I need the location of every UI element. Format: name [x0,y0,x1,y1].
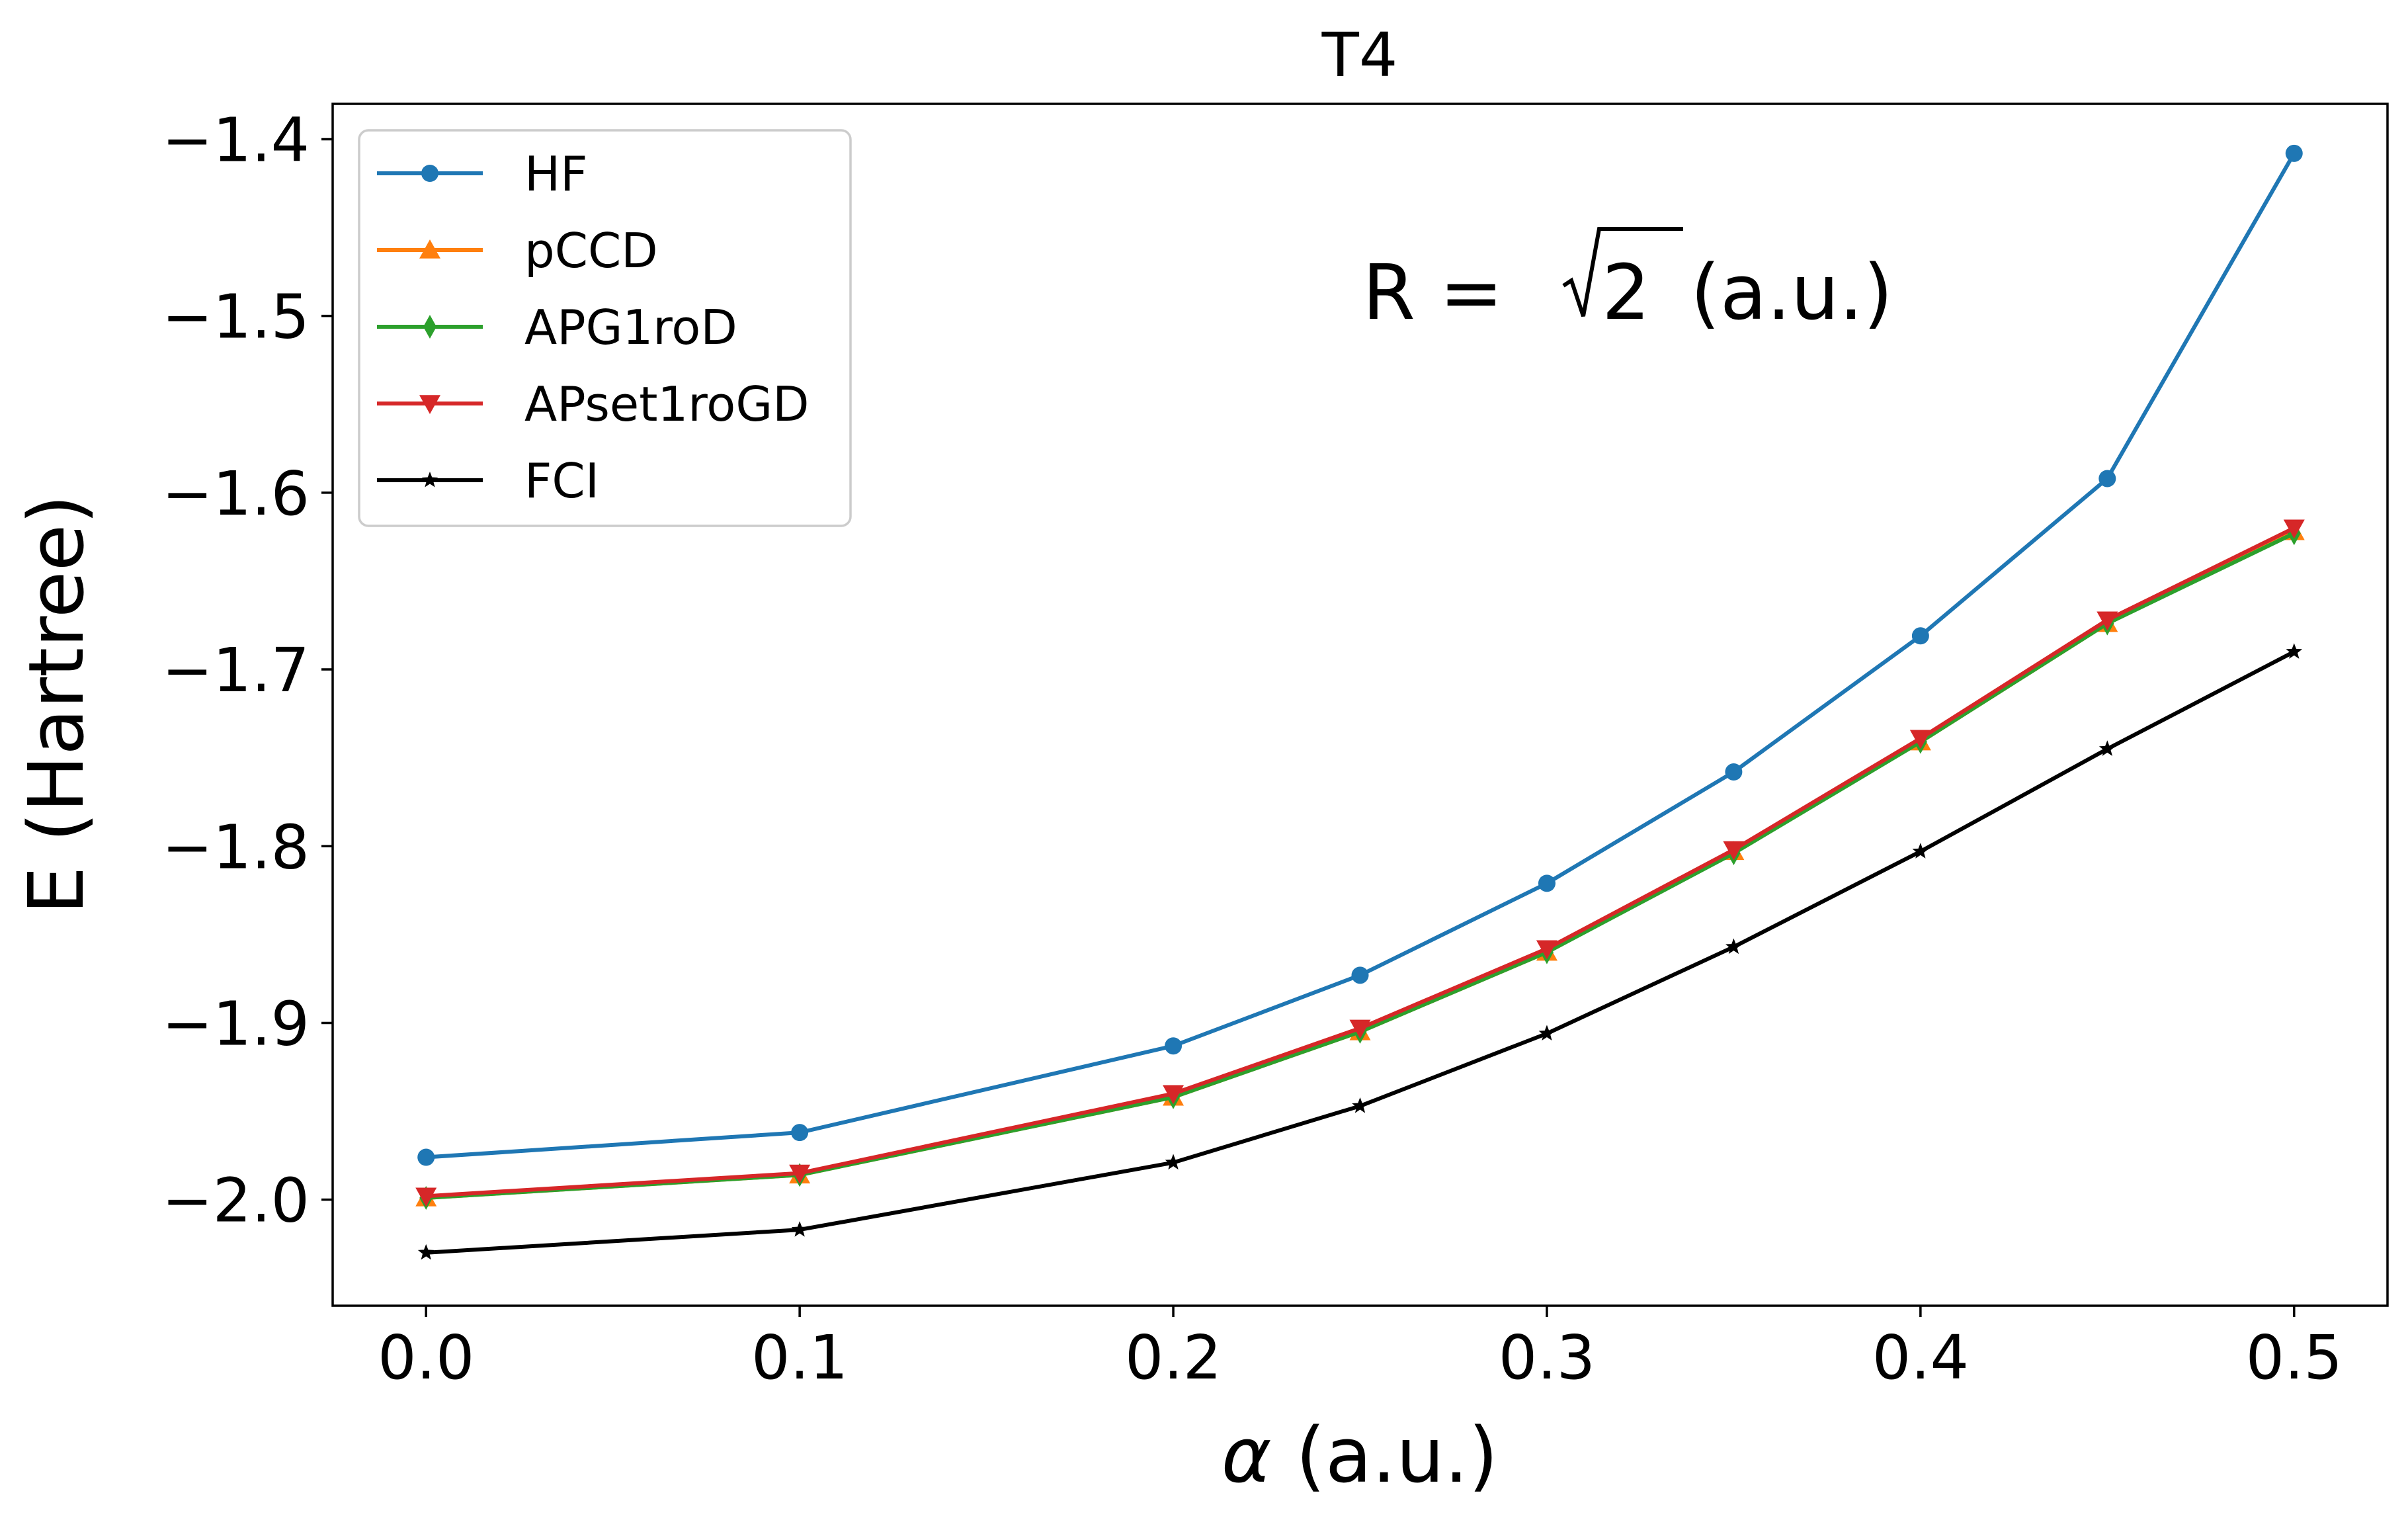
data-point-hf [1911,627,1929,645]
legend-label: APset1roGD [524,376,810,432]
legend-label: pCCD [524,223,658,278]
legend-marker [419,395,440,414]
data-point-hf [2285,144,2303,162]
data-point-fci [1912,843,1929,859]
series-line-apset1rogd [424,525,2297,1199]
x-axis-label: α (a.u.) [1222,1412,1499,1500]
x-axis: 0.0 0.1 0.2 0.3 0.4 0.5 [378,1306,2343,1393]
annotation-suffix: (a.u.) [1690,249,1893,337]
data-point-hf [1538,874,1556,892]
data-point-hf [1165,1037,1183,1055]
legend: HF pCCD APG1roD APset1roGD FCI [358,129,852,527]
annotation-radicand: 2 [1602,249,1650,337]
data-point-hf [1725,763,1743,781]
legend-item-apset1rogd: APset1roGD [377,376,810,432]
data-point-apset1rogd [2097,611,2118,631]
series-apset1rogd [415,519,2305,1207]
data-point-hf [791,1124,809,1142]
series-hf [417,144,2303,1166]
data-point-fci [1352,1097,1368,1113]
legend-marker [423,315,436,339]
legend-label: APG1roD [524,300,737,355]
y-tick-label: −1.8 [162,812,310,882]
y-tick-label: −1.9 [162,988,310,1059]
x-tick-label: 0.0 [378,1322,474,1393]
y-axis: −2.0 −1.9 −1.8 −1.7 −1.6 −1.5 −1.4 [162,105,333,1236]
data-point-apset1rogd [2283,519,2305,539]
y-tick-label: −1.5 [162,282,310,353]
legend-marker [421,165,438,182]
data-point-hf [417,1148,435,1166]
data-point-hf [1351,966,1369,984]
data-point-apset1rogd [1723,841,1745,861]
legend-marker [419,239,440,259]
x-tick-label: 0.5 [2246,1322,2343,1393]
data-point-apset1rogd [1909,730,1931,749]
legend-item-apg1rod: APG1roD [377,300,737,355]
y-tick-label: −1.6 [162,458,310,529]
legend-label: FCI [524,453,599,509]
data-point-apset1rogd [415,1187,437,1207]
x-tick-label: 0.4 [1872,1322,1969,1393]
series-fci [417,643,2303,1260]
data-point-fci [1165,1154,1182,1170]
data-point-fci [1725,938,1742,954]
data-point-fci [417,1244,435,1260]
x-tick-label: 0.3 [1499,1322,1595,1393]
legend-item-hf: HF [377,146,588,202]
data-point-apset1rogd [789,1164,811,1184]
legend-marker [421,472,438,487]
legend-frame [358,129,852,527]
chart-title: T4 [1321,20,1398,91]
data-point-apset1rogd [1163,1085,1184,1105]
data-point-apset1rogd [1349,1019,1371,1039]
data-point-fci [791,1221,808,1237]
sqrt-sign [1562,227,1683,317]
x-tick-label: 0.1 [751,1322,848,1393]
x-tick-label: 0.2 [1125,1322,1222,1393]
series-line-fci [424,649,2297,1255]
legend-label: HF [524,146,588,202]
legend-item-fci: FCI [377,453,599,509]
y-tick-label: −2.0 [162,1166,310,1236]
data-point-apset1rogd [1536,940,1557,960]
y-tick-label: −1.4 [162,105,310,175]
y-axis-label: E (Hartree) [13,495,101,915]
plot-frame [331,103,2389,1307]
annotation-r-value: R = 2 (a.u.) [1362,227,1893,337]
data-point-fci [2098,740,2116,756]
data-point-hf [2098,470,2116,487]
annotation-prefix: R = [1362,249,1503,337]
legend-item-pccd: pCCD [377,223,658,278]
series-group [415,144,2305,1260]
y-tick-label: −1.7 [162,635,310,706]
data-point-fci [2286,643,2303,659]
data-point-fci [1538,1025,1556,1041]
